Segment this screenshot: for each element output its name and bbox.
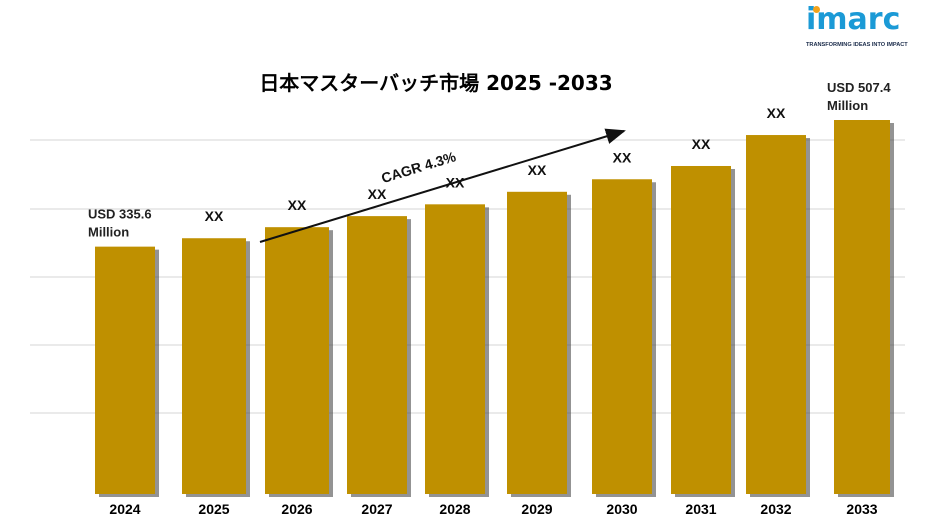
data-label: USD 507.4 <box>827 80 891 95</box>
x-tick-label: 2032 <box>760 501 791 517</box>
logo-tagline: TRANSFORMING IDEAS INTO IMPACT <box>806 42 908 48</box>
data-label: XX <box>205 208 224 224</box>
chart-title: 日本マスターバッチ市場 2025 -2033 <box>259 71 612 95</box>
data-label: XX <box>528 162 547 178</box>
bar-2028 <box>425 204 485 494</box>
bar-2025 <box>182 238 246 494</box>
data-label: XX <box>288 197 307 213</box>
x-tick-label: 2028 <box>439 501 470 517</box>
bar-2026 <box>265 227 329 494</box>
x-tick-label: 2027 <box>361 501 392 517</box>
data-label: XX <box>767 105 786 121</box>
bars <box>95 120 894 497</box>
cagr-arrow-line <box>259 128 626 243</box>
bar-2030 <box>592 179 652 494</box>
imarc-logo: imarc TRANSFORMING IDEAS INTO IMPACT <box>800 2 930 54</box>
x-tick-label: 2033 <box>846 501 877 517</box>
data-label: USD 335.6 <box>88 207 152 222</box>
data-label: Million <box>827 98 868 113</box>
bar-2024 <box>95 246 155 494</box>
data-label: XX <box>368 186 387 202</box>
x-tick-label: 2029 <box>521 501 552 517</box>
x-tick-label: 2030 <box>606 501 637 517</box>
x-tick-label: 2026 <box>281 501 312 517</box>
x-tick-labels: 2024 2025 2026 2027 2028 2029 2030 2031 2032 2033 <box>109 501 877 517</box>
bar-2031 <box>671 165 731 494</box>
data-label: Million <box>88 225 129 240</box>
data-label: XX <box>613 149 632 165</box>
bar-2033 <box>834 120 890 494</box>
data-label: XX <box>692 136 711 152</box>
logo-dot-icon <box>813 6 820 13</box>
bar-2029 <box>507 191 567 494</box>
bar-2032 <box>746 135 806 494</box>
x-tick-label: 2025 <box>198 501 229 517</box>
bar-2027 <box>347 216 407 494</box>
logo-wordmark: imarc <box>806 2 901 37</box>
data-labels: USD 335.6MillionXXXXXXXXXXXXXXXXUSD 507.… <box>88 80 891 240</box>
x-tick-label: 2031 <box>685 501 716 517</box>
x-tick-label: 2024 <box>109 501 140 517</box>
